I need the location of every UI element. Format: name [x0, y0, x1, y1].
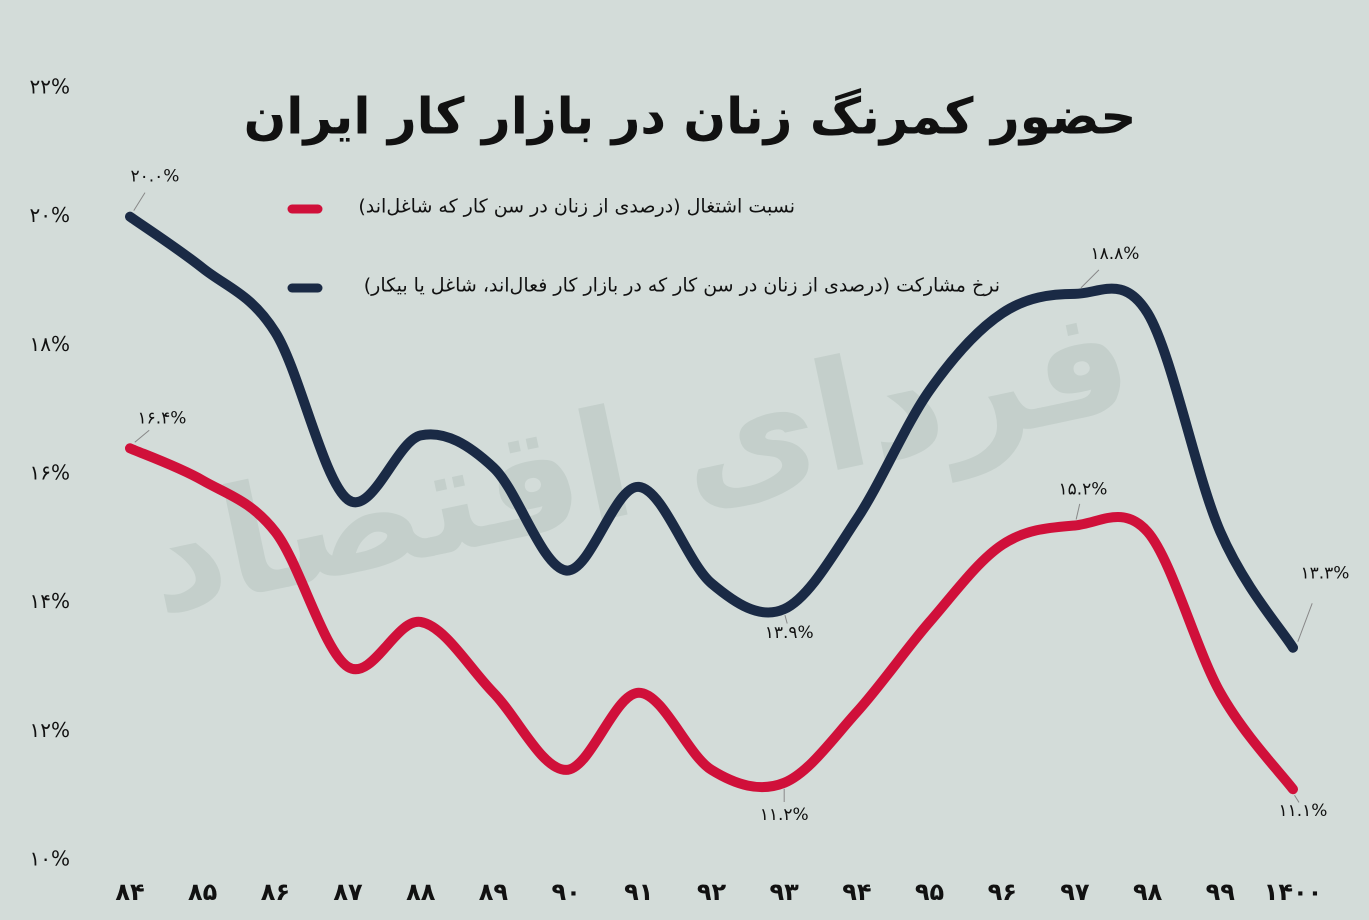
y-tick-label: ۱۲%: [30, 718, 71, 742]
label-leader: [1294, 794, 1300, 803]
x-tick-label: ۹۲: [697, 878, 727, 906]
watermark: فردای اقتصاد: [130, 271, 1146, 650]
legend-label: نرخ مشارکت (درصدی از زنان در سن کار که د…: [364, 275, 1000, 297]
series-line: [125, 443, 1298, 795]
label-leader: [1075, 503, 1081, 520]
value-label: ۱۸.۸%: [1090, 244, 1139, 264]
label-leader: [133, 192, 146, 211]
x-tick-label: ۹۰: [551, 878, 580, 906]
x-tick-label: ۹۸: [1133, 878, 1163, 906]
y-tick-label: ۱۶%: [30, 461, 71, 485]
value-label: ۱۳.۳%: [1301, 564, 1350, 584]
label-leader: [1080, 269, 1100, 289]
x-tick-label: ۹۴: [842, 878, 871, 906]
series-line: [125, 211, 1298, 653]
y-tick-label: ۱۴%: [30, 589, 71, 613]
y-tick-label: ۲۲%: [30, 75, 71, 99]
value-label: ۱۵.۲%: [1058, 479, 1107, 499]
x-tick-label: ۹۷: [1060, 878, 1090, 906]
x-tick-label: ۸۷: [333, 878, 363, 906]
legend-label: نسبت اشتغال (درصدی از زنان در سن کار که …: [358, 196, 795, 218]
label-leader: [784, 614, 788, 624]
y-tick-label: ۱۰%: [30, 847, 71, 871]
x-tick-label: ۸۶: [261, 878, 290, 906]
x-tick-label: ۹۶: [988, 878, 1017, 906]
value-label: ۱۶.۴%: [138, 408, 187, 428]
value-label: ۱۱.۲%: [760, 805, 809, 825]
y-tick-label: ۱۸%: [30, 332, 71, 356]
x-tick-label: ۸۸: [406, 878, 436, 906]
value-label: ۲۰.۰%: [131, 167, 180, 187]
y-tick-label: ۲۰%: [30, 203, 71, 227]
label-leader: [1297, 603, 1313, 642]
label-leader: [134, 429, 150, 443]
value-label: ۱۱.۱%: [1279, 801, 1328, 821]
chart-title: حضور کمرنگ زنان در بازار کار ایران: [244, 88, 1137, 147]
x-tick-label: ۸۴: [115, 878, 144, 906]
x-tick-label: ۹۹: [1206, 878, 1236, 906]
x-tick-label: ۸۹: [479, 878, 509, 906]
value-label: ۱۳.۹%: [765, 623, 814, 643]
x-tick-label: ۹۳: [770, 878, 800, 906]
x-tick-label: ۹۵: [915, 878, 944, 906]
x-tick-label: ۸۵: [188, 878, 217, 906]
x-tick-label: ۹۱: [624, 878, 653, 906]
x-tick-label: ۱۴۰۰: [1264, 878, 1323, 906]
